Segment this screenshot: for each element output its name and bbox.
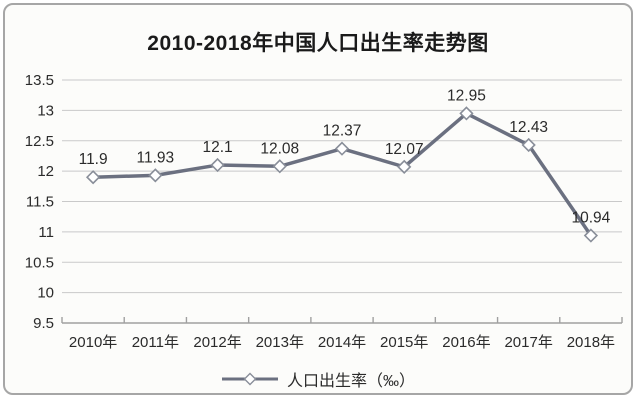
data-point-label: 10.94 — [571, 210, 610, 227]
data-point-marker — [521, 137, 536, 153]
y-tick-label: 13 — [37, 102, 54, 119]
data-point-label: 12.95 — [447, 87, 486, 104]
y-tick-label: 9.5 — [33, 315, 54, 332]
y-tick-label: 12 — [37, 163, 54, 180]
x-tick-label: 2014年 — [318, 334, 366, 351]
x-tick-label: 2017年 — [504, 334, 552, 351]
legend: 人口出生率（‰） — [5, 367, 631, 391]
data-point-label: 12.43 — [509, 119, 548, 136]
data-point-label: 12.07 — [385, 141, 424, 158]
data-point-label: 12.1 — [202, 139, 232, 156]
data-point-marker — [148, 168, 163, 183]
data-point-marker — [459, 106, 474, 121]
data-point-marker — [334, 141, 350, 156]
legend-line-diamond-icon — [221, 372, 278, 386]
x-tick-label: 2010年 — [69, 334, 117, 351]
x-tick-label: 2012年 — [193, 334, 241, 351]
data-point-label: 12.08 — [260, 140, 299, 157]
y-tick-label: 11.5 — [26, 194, 54, 211]
x-tick-label: 2018年 — [567, 334, 615, 351]
chart-title: 2010-2018年中国人口出生率走势图 — [147, 32, 489, 55]
data-point-marker — [210, 157, 225, 173]
y-tick-label: 12.5 — [25, 133, 54, 150]
y-tick-label: 10 — [37, 285, 54, 302]
data-point-label: 12.37 — [323, 123, 362, 140]
y-tick-label: 10.5 — [25, 254, 54, 271]
y-tick-label: 11 — [38, 224, 54, 241]
data-point-marker — [397, 159, 412, 175]
data-point-marker — [85, 170, 101, 185]
data-point-marker — [583, 228, 599, 243]
y-tick-label: 13.5 — [25, 72, 54, 89]
chart-card: 2010-2018年中国人口出生率走势图 9.5 10 10.5 11 11.5 12 12… — [3, 3, 633, 395]
x-tick-label: 2013年 — [256, 334, 304, 351]
plot-area: 9.5 10 10.5 11 11.5 12 12.5 13 13.5 2010年 2011年 201… — [25, 72, 623, 351]
data-point-label: 11.93 — [137, 149, 175, 166]
x-tick-label: 2016年 — [442, 334, 490, 351]
x-tick-label: 2015年 — [380, 334, 428, 351]
data-point-label: 11.9 — [79, 151, 108, 168]
data-point-marker — [272, 159, 287, 174]
legend-series-label: 人口出生率（‰） — [286, 373, 415, 390]
x-tick-label: 2011年 — [132, 334, 179, 351]
